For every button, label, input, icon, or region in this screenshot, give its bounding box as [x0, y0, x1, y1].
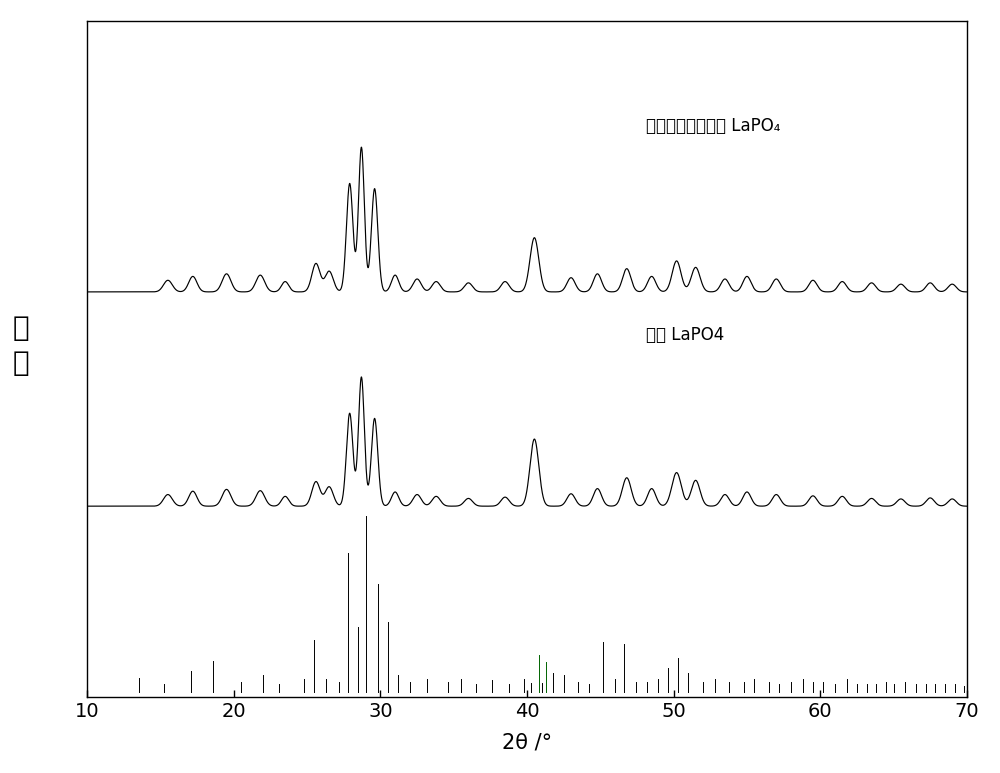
Text: 强
度: 强 度	[13, 314, 30, 376]
Text: 普送 LaPO4: 普送 LaPO4	[646, 326, 724, 344]
Text: 真空加热处理后的 LaPO₄: 真空加热处理后的 LaPO₄	[646, 117, 780, 135]
X-axis label: 2θ /°: 2θ /°	[502, 732, 552, 752]
